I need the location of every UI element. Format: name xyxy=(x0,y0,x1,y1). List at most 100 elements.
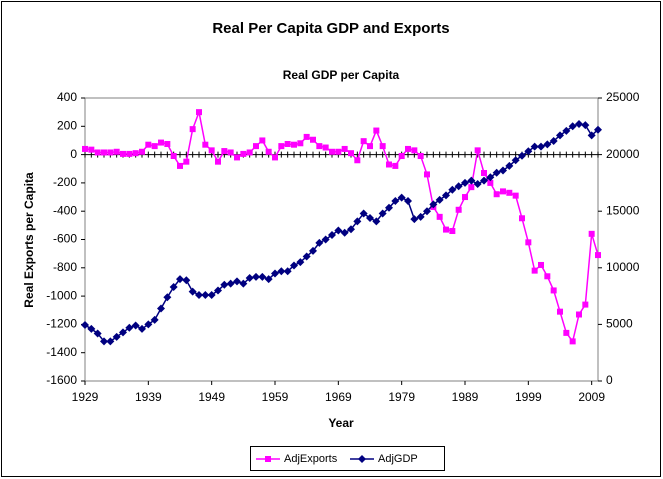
point xyxy=(240,150,247,157)
point xyxy=(455,206,462,213)
point xyxy=(220,280,229,289)
point xyxy=(221,148,228,155)
point xyxy=(334,226,343,235)
point xyxy=(120,150,126,157)
point xyxy=(265,148,272,155)
point xyxy=(340,228,349,237)
point xyxy=(151,143,158,150)
y2-tick-label: 20000 xyxy=(606,147,640,161)
point xyxy=(107,149,114,156)
point xyxy=(367,143,373,150)
point xyxy=(176,275,184,284)
x-tick-label: 1959 xyxy=(262,390,289,404)
point xyxy=(271,269,279,278)
y-axis-label: Real Exports per Capita xyxy=(22,172,36,308)
series-line xyxy=(84,123,599,343)
y-tick-label: -400 xyxy=(53,203,77,217)
y-tick-label: -600 xyxy=(53,232,77,246)
point xyxy=(366,213,374,222)
chart-title: Real Per Capita GDP and Exports xyxy=(212,20,449,37)
point xyxy=(581,121,590,130)
point xyxy=(227,149,234,156)
y-tick-label: -1000 xyxy=(46,288,77,302)
point xyxy=(87,324,96,333)
point xyxy=(423,207,431,216)
point xyxy=(329,148,335,155)
point xyxy=(461,178,469,187)
y2-tick-label: 0 xyxy=(606,373,613,387)
y-tick-label: -200 xyxy=(53,175,77,189)
point xyxy=(442,191,450,200)
point xyxy=(296,258,305,267)
point xyxy=(398,153,405,160)
point xyxy=(575,120,583,129)
point xyxy=(443,226,449,233)
point xyxy=(493,191,500,198)
point xyxy=(245,273,254,282)
point xyxy=(145,141,152,148)
point xyxy=(163,293,172,302)
point xyxy=(448,185,457,194)
point xyxy=(563,329,570,336)
point xyxy=(283,267,292,276)
point xyxy=(208,147,215,154)
point xyxy=(264,275,273,284)
y2-tick-label: 10000 xyxy=(606,260,640,274)
point xyxy=(530,142,539,151)
point xyxy=(170,153,177,160)
point xyxy=(410,215,419,224)
point xyxy=(341,145,348,152)
x-axis-label: Year xyxy=(328,416,354,430)
legend-label: AdjGDP xyxy=(378,453,418,465)
x-tick-label: 1999 xyxy=(515,390,542,404)
point xyxy=(252,272,260,281)
point xyxy=(126,150,133,157)
point xyxy=(474,147,481,154)
point xyxy=(321,235,330,244)
point xyxy=(183,158,190,165)
point xyxy=(500,188,506,195)
legend-box xyxy=(250,446,445,471)
point xyxy=(386,161,392,168)
point xyxy=(379,143,386,150)
point xyxy=(188,287,197,296)
y2-tick-label: 25000 xyxy=(606,90,640,104)
point xyxy=(310,136,316,143)
point xyxy=(106,337,115,346)
point xyxy=(595,252,601,259)
point xyxy=(582,301,589,308)
point xyxy=(290,261,298,270)
point xyxy=(506,189,513,196)
point xyxy=(169,283,178,292)
point xyxy=(328,230,336,239)
point xyxy=(435,195,444,204)
x-tick-label: 1979 xyxy=(388,390,415,404)
legend-label: AdjExports xyxy=(284,453,338,465)
point xyxy=(538,261,544,268)
y-tick-label: 0 xyxy=(70,147,77,161)
point xyxy=(397,193,406,202)
point xyxy=(303,133,310,140)
point xyxy=(112,332,121,341)
point xyxy=(486,173,495,182)
point xyxy=(354,157,361,164)
point xyxy=(234,154,240,161)
point xyxy=(499,166,507,175)
point xyxy=(278,143,285,150)
point xyxy=(347,225,355,234)
point xyxy=(378,209,387,218)
point xyxy=(480,176,488,185)
point xyxy=(568,122,577,131)
point xyxy=(297,140,304,147)
point xyxy=(557,308,563,315)
point xyxy=(93,329,102,338)
point xyxy=(358,455,366,463)
point xyxy=(272,154,278,161)
point xyxy=(549,137,558,146)
point xyxy=(348,150,354,157)
point xyxy=(417,153,424,160)
point xyxy=(512,192,519,199)
point xyxy=(82,145,88,152)
point xyxy=(392,162,399,169)
point xyxy=(277,267,286,276)
